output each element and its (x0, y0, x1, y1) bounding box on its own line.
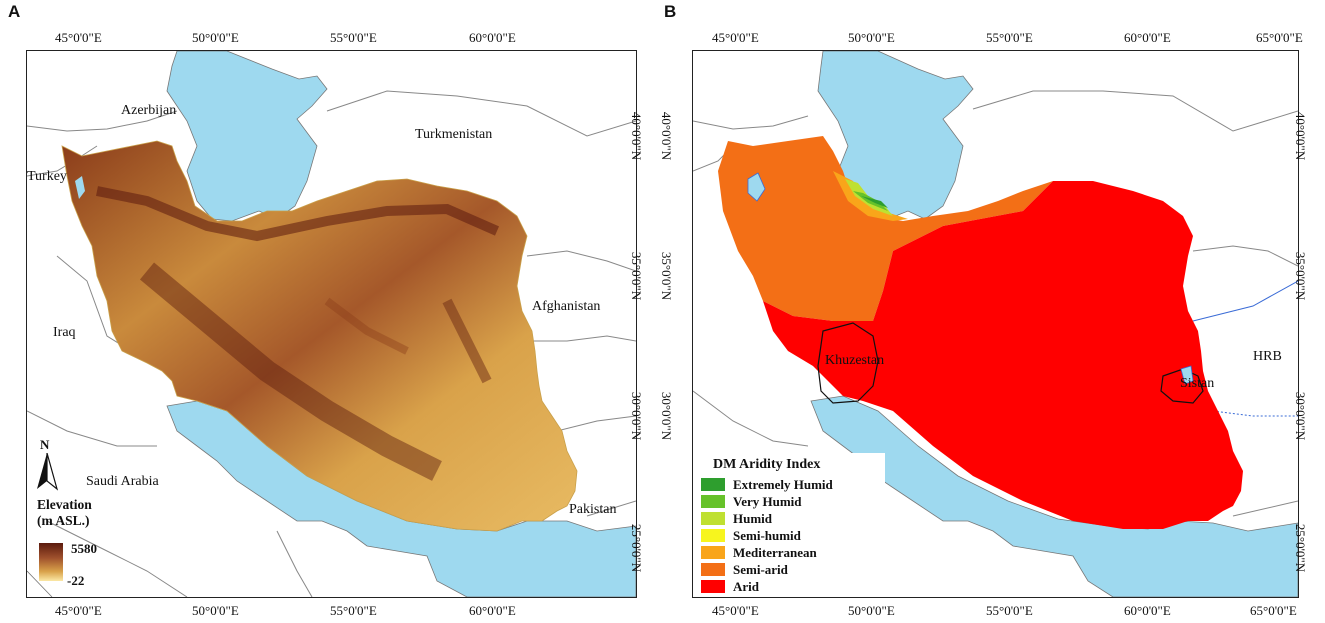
panel-b-top-tick: 60°0'0"E (1124, 30, 1171, 45)
legend-swatch (701, 546, 725, 559)
panel-a-map (27, 51, 636, 597)
very-humid-region (853, 191, 888, 211)
label-turkmenistan: Turkmenistan (415, 127, 493, 142)
aridity-legend: DM Aridity Index Extremely Humid Very Hu… (695, 453, 885, 597)
arid-region (763, 181, 1243, 529)
panel-a-top-tick: 60°0'0"E (469, 30, 516, 45)
panel-a-bottom-tick: 45°0'0"E (55, 603, 102, 618)
panel-b-top-tick: 45°0'0"E (712, 30, 759, 45)
panel-b-bottom-tick: 45°0'0"E (712, 603, 759, 618)
label-turkey: Turkey (27, 169, 67, 184)
label-iraq: Iraq (53, 325, 76, 340)
panel-a-bottom-tick: 50°0'0"E (192, 603, 239, 618)
legend-label: Semi-humid (733, 527, 801, 543)
panel-b-left-tick: 40°0'0"N (659, 111, 675, 161)
legend-title: DM Aridity Index (713, 457, 821, 472)
legend-swatch (701, 529, 725, 542)
caspian-sea (817, 51, 974, 222)
panel-b-top-tick: 50°0'0"E (848, 30, 895, 45)
legend-item: Arid (701, 579, 759, 594)
elevation-max: 5580 (71, 541, 97, 556)
panel-a-right-tick: 40°0'0"N (629, 111, 645, 161)
elevation-legend-title: Elevation (m ASL.) (37, 497, 92, 528)
panel-a-top-tick: 55°0'0"E (330, 30, 377, 45)
label-azerbijan: Azerbijan (121, 103, 177, 118)
panel-b-map-frame: Khuzestan Sistan HRB DM Aridity Index Ex… (692, 50, 1299, 598)
panel-a-right-tick: 35°0'0"N (629, 251, 645, 301)
legend-label: Extremely Humid (733, 476, 833, 492)
khuzestan-outline (817, 322, 879, 404)
label-pakistan: Pakistan (569, 502, 617, 517)
legend-label: Semi-arid (733, 561, 788, 577)
panel-b-right-tick: 35°0'0"N (1293, 251, 1309, 301)
panel-a-bottom-tick: 55°0'0"E (330, 603, 377, 618)
panel-a-right-tick: 25°0'0"N (629, 523, 645, 573)
panel-b-right-tick: 40°0'0"N (1293, 111, 1309, 161)
panel-b-map (693, 51, 1298, 597)
legend-item: Very Humid (701, 494, 802, 509)
legend-item: Humid (701, 511, 772, 526)
panel-b-right-tick: 25°0'0"N (1293, 523, 1309, 573)
persian-gulf (810, 395, 1298, 597)
panel-b-top-tick: 65°0'0"E (1256, 30, 1303, 45)
legend-item: Mediterranean (701, 545, 817, 560)
panel-b-left-tick: 35°0'0"N (659, 251, 675, 301)
legend-label: Mediterranean (733, 544, 817, 560)
panel-b-top-tick: 55°0'0"E (986, 30, 1033, 45)
panel-a-top-tick: 50°0'0"E (192, 30, 239, 45)
label-khuzestan: Khuzestan (825, 353, 885, 368)
elevation-min: -22 (67, 573, 85, 588)
north-label: N (40, 437, 50, 452)
panel-a-letter: A (8, 2, 21, 21)
panel-a-bottom-tick: 60°0'0"E (469, 603, 516, 618)
panel-b-bottom-tick: 60°0'0"E (1124, 603, 1171, 618)
label-sistan: Sistan (1180, 376, 1215, 391)
north-arrow-icon: N (35, 437, 59, 493)
iran-elevation (61, 140, 578, 532)
semi-arid-region (718, 136, 1053, 321)
panel-b-bottom-tick: 50°0'0"E (848, 603, 895, 618)
elevation-colorbar (39, 543, 63, 581)
legend-swatch (701, 580, 725, 593)
legend-item: Semi-arid (701, 562, 788, 577)
legend-swatch (701, 478, 725, 491)
legend-label: Arid (733, 578, 759, 594)
panel-b-left-tick: 30°0'0"N (659, 391, 675, 441)
legend-item: Semi-humid (701, 528, 801, 543)
legend-swatch (701, 563, 725, 576)
legend-label: Humid (733, 510, 773, 526)
panel-b-right-tick: 30°0'0"N (1293, 391, 1309, 441)
legend-item: Extremely Humid (701, 477, 833, 492)
panel-a-right-tick: 30°0'0"N (629, 391, 645, 441)
label-hrb: HRB (1253, 349, 1282, 364)
panel-a-map-frame: Azerbijan Turkmenistan Turkey Afghanista… (26, 50, 637, 598)
panel-a-top-tick: 45°0'0"E (55, 30, 102, 45)
extremely-humid-region (861, 196, 888, 208)
legend-label: Very Humid (733, 493, 802, 509)
panel-b-bottom-tick: 65°0'0"E (1250, 603, 1297, 618)
label-afghanistan: Afghanistan (532, 299, 601, 314)
label-saudi-arabia: Saudi Arabia (86, 474, 159, 489)
panel-b-letter: B (664, 2, 677, 21)
legend-swatch (701, 512, 725, 525)
legend-swatch (701, 495, 725, 508)
panel-b-bottom-tick: 55°0'0"E (986, 603, 1033, 618)
